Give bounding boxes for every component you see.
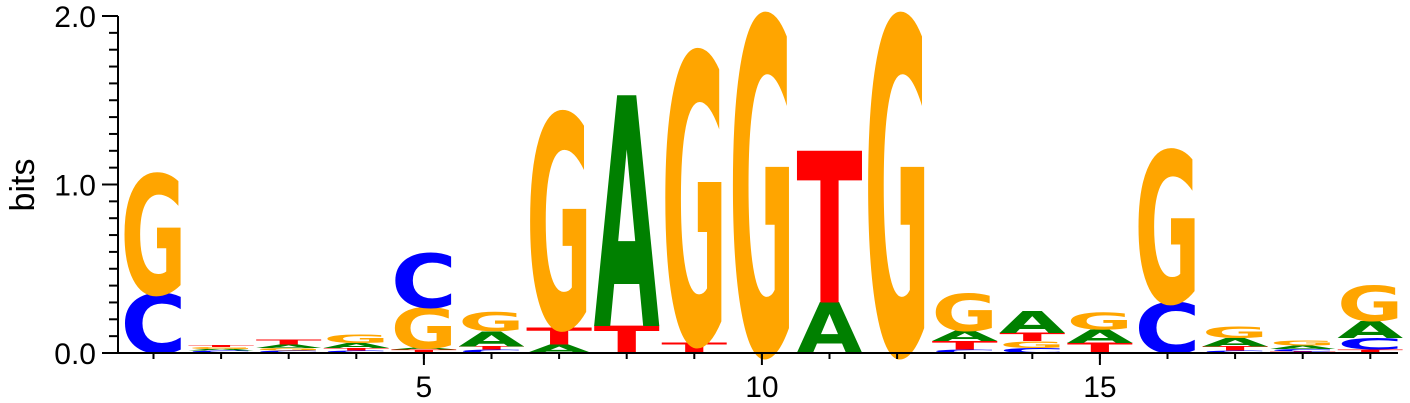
logo-letter-A: A — [1270, 345, 1336, 350]
logo-letter-G: G — [323, 332, 389, 345]
y-axis-label: bits — [4, 159, 42, 212]
logo-letter-C: C — [1202, 350, 1268, 354]
logo-letter-G: G — [1337, 276, 1403, 333]
axes: bits 0.0 1.0 2.0 5 10 15 — [4, 1, 1398, 403]
logo-letter-C: C — [459, 349, 525, 354]
logo-letter-G: G — [729, 0, 795, 403]
logo-letter-G: G — [121, 143, 187, 334]
logo-letter-G: G — [932, 284, 998, 343]
logo-letter-G: G — [864, 0, 930, 403]
y-tick-label: 2.0 — [54, 1, 96, 34]
logo-letter-T: T — [796, 110, 862, 352]
logo-letter-G: G — [661, 0, 727, 403]
logo-letter-G: G — [1202, 323, 1268, 342]
logo-letter-T: T — [188, 345, 254, 348]
logo-letter-G: G — [188, 347, 254, 350]
logo-letter-C: C — [1270, 348, 1336, 352]
logo-letter-T: T — [1202, 345, 1268, 352]
logo-letter-A: A — [188, 348, 254, 351]
logo-letter-C: C — [256, 350, 322, 354]
logo-letter-A: A — [391, 348, 457, 351]
logo-letter-T: T — [458, 345, 524, 350]
logo-letter-C: C — [1337, 335, 1403, 354]
logo-letter-G: G — [1270, 339, 1336, 347]
logo-letter-A: A — [256, 344, 322, 349]
logo-letter-G: G — [999, 340, 1065, 351]
logo-letter-G: G — [526, 55, 592, 397]
logo-letter-T: T — [932, 339, 998, 352]
x-tick-label: 15 — [1083, 371, 1116, 403]
logo-letter-G: G — [1067, 308, 1133, 335]
logo-letter-A: A — [1337, 316, 1404, 343]
logo-letter-T: T — [323, 347, 389, 351]
logo-letter-T: T — [526, 323, 592, 350]
logo-letter-A: A — [594, 32, 660, 401]
logo-letter-A: A — [999, 306, 1066, 341]
logo-letter-C: C — [932, 349, 998, 354]
y-tick-label: 1.0 — [54, 170, 96, 203]
logo-letter-G: G — [1135, 111, 1201, 352]
y-tick-label: 0.0 — [54, 338, 96, 371]
logo-letter-G: G — [256, 347, 322, 351]
logo-letter-T: T — [256, 338, 322, 346]
logo-letter-G: G — [459, 308, 525, 337]
logo-letter-A: A — [323, 342, 389, 350]
y-ticks: 0.0 1.0 2.0 — [54, 1, 118, 371]
logo-letter-A: A — [1202, 336, 1268, 349]
logo-letter-C: C — [391, 240, 457, 325]
logo-letter-A: A — [459, 327, 525, 351]
x-ticks: 5 10 15 — [152, 353, 1372, 403]
logo-letter-C: C — [188, 350, 254, 354]
logo-letter-A: A — [932, 328, 998, 344]
logo-letter-C: C — [999, 347, 1065, 355]
x-tick-label: 10 — [745, 371, 778, 403]
logo-letter-T: T — [999, 331, 1065, 344]
logo-letter-C: C — [323, 350, 389, 354]
logo-letter-T: T — [391, 349, 457, 354]
logo-letter-A: A — [1067, 326, 1133, 348]
logo-letter-T: T — [1337, 349, 1403, 354]
x-tick-label: 5 — [416, 371, 433, 403]
logo-letter-G: G — [391, 297, 457, 361]
